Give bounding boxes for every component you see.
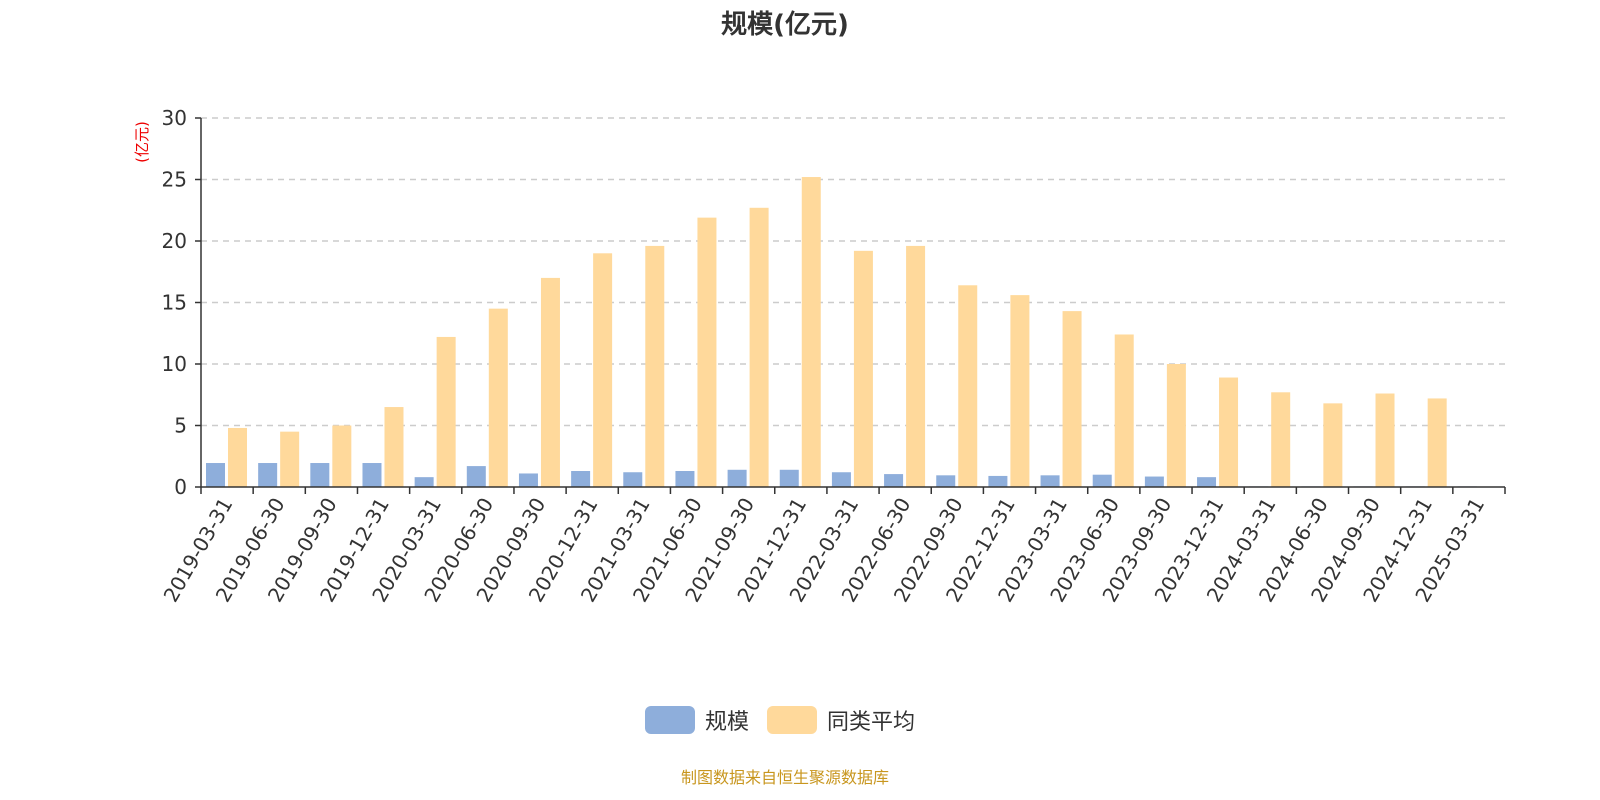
y-tick-label: 15 <box>162 291 187 315</box>
scale-bar <box>206 463 225 487</box>
scale-bar <box>1144 476 1164 487</box>
source-note: 制图数据来自恒生聚源数据库 <box>680 768 889 787</box>
peer-average-bar <box>853 250 873 487</box>
legend-label: 规模 <box>705 710 750 735</box>
y-tick-label: 25 <box>162 168 187 192</box>
scale-bar <box>1197 477 1217 487</box>
scale-bar <box>727 469 747 487</box>
peer-average-bar <box>228 427 247 487</box>
scale-bar <box>779 469 799 487</box>
scale-bar <box>936 475 956 487</box>
peer-average-bar <box>1062 311 1082 487</box>
peer-average-bar <box>488 308 508 487</box>
peer-average-bar <box>801 177 821 488</box>
legend-label: 同类平均 <box>827 710 916 735</box>
y-tick-label: 0 <box>174 475 187 499</box>
y-tick-label: 5 <box>174 414 187 438</box>
peer-average-bar <box>1323 403 1343 487</box>
legend-swatch <box>767 706 818 734</box>
peer-average-bar <box>540 277 560 487</box>
legend-item-scale[interactable]: 规模 <box>645 704 749 736</box>
scale-bar <box>1040 475 1060 487</box>
peer-average-bar <box>280 431 300 487</box>
peer-average-bar <box>593 253 613 487</box>
scale-bar <box>414 477 434 487</box>
scale-bar <box>571 471 591 487</box>
peer-average-bar <box>645 245 665 487</box>
peer-average-bar <box>436 336 456 487</box>
scale-bar <box>518 473 538 487</box>
y-tick-label: 30 <box>162 106 187 130</box>
scale-bar <box>1092 474 1112 487</box>
scale-bar <box>362 463 382 487</box>
legend: 规模 同类平均 <box>645 704 915 736</box>
peer-average-bar <box>332 425 352 487</box>
legend-item-peer-average[interactable]: 同类平均 <box>767 704 915 736</box>
scale-bar <box>988 475 1008 487</box>
scale-bar <box>623 472 643 487</box>
scale-bar <box>310 463 330 487</box>
scale-bar <box>466 466 486 487</box>
y-tick-label: 10 <box>162 352 187 376</box>
peer-average-bar <box>1114 334 1134 487</box>
peer-average-bar <box>1219 377 1239 487</box>
peer-average-bar <box>1166 364 1186 487</box>
peer-average-bar <box>384 407 404 487</box>
scale-bar <box>675 471 695 487</box>
scale-bar <box>884 474 904 487</box>
scale-bar <box>258 463 278 487</box>
peer-average-bar <box>697 217 717 487</box>
peer-average-bar <box>749 207 769 488</box>
peer-average-bar <box>1375 393 1395 487</box>
peer-average-bar <box>906 245 926 487</box>
peer-average-bar <box>1271 392 1291 487</box>
y-tick-label: 20 <box>162 229 187 253</box>
legend-swatch <box>645 706 695 734</box>
peer-average-bar <box>958 285 978 487</box>
peer-average-bar <box>1427 398 1447 487</box>
chart-title: 规模(亿元) <box>721 10 849 40</box>
peer-average-bar <box>1010 295 1030 487</box>
scale-bar <box>831 472 851 487</box>
y-axis-label: (亿元) <box>133 121 151 163</box>
